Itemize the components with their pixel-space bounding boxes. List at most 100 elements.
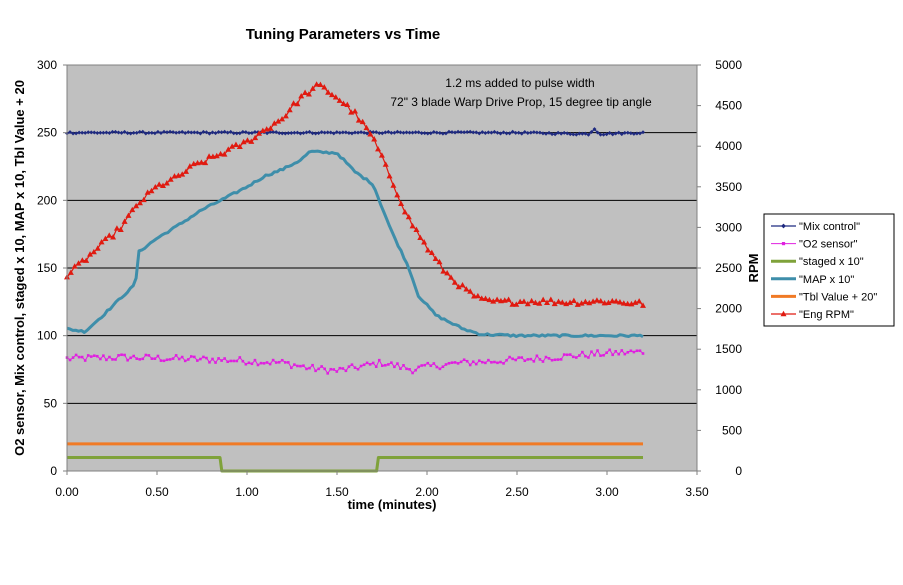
data-point [444, 270, 451, 276]
data-point [331, 131, 336, 136]
data-point [147, 354, 151, 357]
data-point [593, 297, 600, 303]
data-point [425, 131, 430, 136]
data-point [159, 359, 163, 362]
data-point [353, 130, 357, 135]
data-point [283, 131, 288, 136]
data-point [328, 130, 333, 135]
data-point [320, 365, 323, 368]
data-point [550, 132, 555, 137]
data-point [525, 130, 530, 135]
data-point [522, 130, 527, 135]
data-point [456, 129, 461, 134]
data-point [317, 81, 324, 87]
data-point [553, 132, 558, 137]
data-point [95, 130, 100, 135]
data-point [214, 361, 217, 364]
data-point [596, 349, 599, 352]
data-point [86, 130, 91, 135]
data-point [290, 100, 297, 106]
data-point [629, 349, 633, 353]
legend-label: "MAP x 10" [799, 274, 854, 286]
data-point [620, 349, 624, 352]
data-point [555, 298, 562, 304]
data-point [216, 130, 221, 135]
y2-tick-label: 4500 [715, 99, 742, 113]
data-point [79, 257, 86, 263]
data-point [335, 370, 339, 373]
data-point [417, 234, 424, 241]
data-point [478, 295, 485, 301]
data-point [553, 358, 557, 362]
data-point [616, 299, 623, 305]
data-point [177, 130, 182, 135]
data-point [234, 131, 239, 136]
y2-tick-label: 1500 [715, 342, 742, 356]
data-point [393, 365, 396, 369]
data-point [535, 354, 539, 358]
data-point [574, 132, 579, 137]
data-point [205, 356, 208, 360]
data-point [292, 130, 297, 135]
data-point [608, 348, 611, 352]
data-point [87, 251, 94, 257]
data-point [195, 130, 200, 135]
data-point [350, 363, 354, 366]
data-point [628, 300, 635, 307]
data-point [471, 360, 475, 364]
data-point [249, 131, 254, 136]
y-tick-label: 250 [37, 126, 57, 140]
data-point [386, 172, 393, 179]
legend-items: "Mix control" "O2 sensor" "staged x 10" "MA… [771, 221, 877, 321]
data-point [183, 359, 187, 363]
data-point [601, 132, 606, 137]
data-point [482, 295, 489, 301]
data-point [450, 361, 454, 364]
data-point [441, 365, 445, 369]
data-point [583, 131, 588, 136]
y-tick-label: 200 [37, 193, 57, 207]
data-point [328, 91, 335, 98]
data-point [155, 129, 160, 134]
data-point [113, 129, 118, 134]
data-point [623, 352, 627, 356]
data-point [626, 351, 630, 354]
x-tick-label: 2.00 [415, 485, 439, 499]
data-point [498, 131, 503, 136]
data-point [483, 130, 488, 135]
data-point [374, 130, 379, 135]
data-point [489, 130, 494, 135]
data-point [231, 131, 236, 136]
data-point [440, 131, 445, 136]
data-point [211, 357, 214, 361]
data-point [68, 130, 73, 135]
x-axis-ticks: 0.00 0.50 1.00 1.50 2.00 2.50 3.00 3.50 [55, 471, 709, 499]
data-point [232, 359, 236, 363]
y-tick-label: 100 [37, 329, 57, 343]
data-point [119, 130, 124, 135]
data-point [410, 130, 415, 135]
data-point [344, 369, 348, 373]
data-point [134, 130, 139, 135]
legend-label: "Tbl Value + 20" [799, 291, 877, 303]
data-point [628, 131, 633, 136]
data-point [465, 130, 470, 135]
data-point [423, 363, 427, 367]
data-point [504, 131, 509, 136]
data-point [202, 355, 205, 359]
data-point [120, 353, 123, 357]
data-point [641, 130, 645, 135]
data-point [225, 130, 230, 135]
data-point [446, 129, 451, 134]
x-tick-label: 3.50 [685, 485, 709, 499]
data-point [259, 361, 263, 365]
data-point [101, 130, 106, 135]
data-point [148, 187, 155, 194]
data-point [271, 120, 278, 126]
data-point [244, 362, 248, 366]
series-layer [64, 81, 646, 473]
data-point [582, 298, 589, 305]
data-point [402, 364, 405, 367]
data-point [559, 131, 564, 136]
data-point [544, 299, 550, 306]
